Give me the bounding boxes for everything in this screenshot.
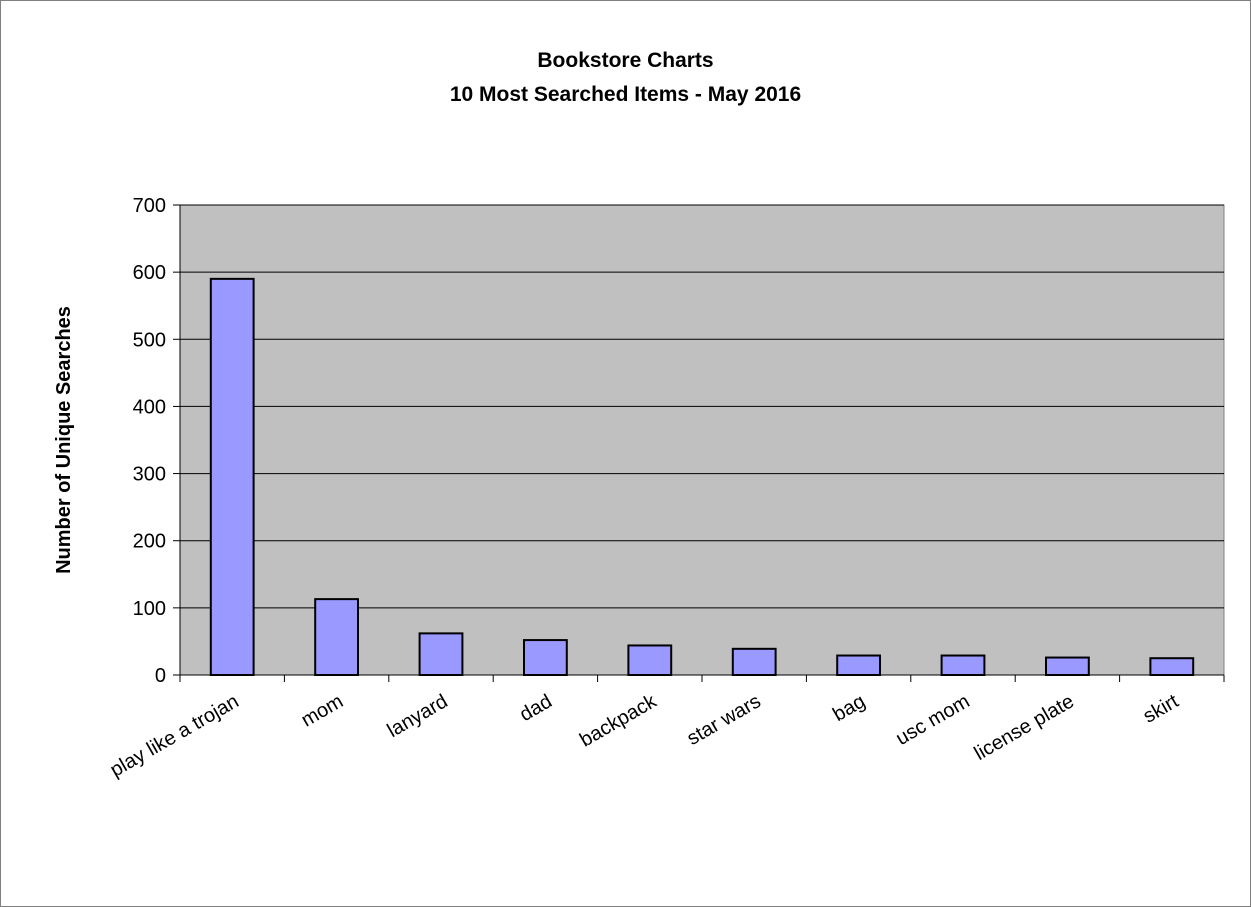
bar xyxy=(209,277,255,676)
x-category-label: backpack xyxy=(576,690,661,752)
y-tick-label: 100 xyxy=(133,598,166,620)
x-category-labels: play like a trojan mom lanyard dad backpack s… xyxy=(107,690,1183,782)
bar xyxy=(731,647,777,676)
y-tick-label: 200 xyxy=(133,531,166,553)
y-tick-label: 0 xyxy=(155,665,166,687)
chart-title-block: Bookstore Charts 10 Most Searched Items … xyxy=(0,44,1251,112)
bar xyxy=(1149,657,1195,677)
x-category-label: mom xyxy=(298,690,347,731)
x-category-label: dad xyxy=(516,690,556,726)
x-category-label: play like a trojan xyxy=(107,690,243,781)
x-category-label: usc mom xyxy=(892,690,973,750)
axes xyxy=(173,204,1225,682)
x-category-label: skirt xyxy=(1140,690,1183,728)
y-tick-label: 500 xyxy=(133,329,166,351)
bar xyxy=(836,654,882,676)
plot-area xyxy=(179,204,1225,676)
y-tick-label: 300 xyxy=(133,464,166,486)
bar xyxy=(940,654,986,676)
y-tick-label: 700 xyxy=(133,195,166,217)
y-tick-labels: 0 100 200 300 400 500 600 700 xyxy=(133,195,166,687)
chart-title: Bookstore Charts xyxy=(537,49,714,72)
y-tick-label: 400 xyxy=(133,396,166,418)
x-category-label: lanyard xyxy=(384,690,452,742)
gridlines xyxy=(180,204,1224,609)
bar xyxy=(522,639,568,676)
bar xyxy=(627,644,673,677)
x-category-label: bag xyxy=(829,690,869,726)
y-axis-label: Number of Unique Searches xyxy=(53,306,75,574)
chart-subtitle: 10 Most Searched Items - May 2016 xyxy=(449,83,802,106)
bar xyxy=(418,632,464,676)
x-category-label: license plate xyxy=(971,690,1078,765)
x-category-label: star wars xyxy=(683,690,764,750)
bar xyxy=(314,598,360,677)
bar xyxy=(1044,656,1090,676)
y-tick-label: 600 xyxy=(133,262,166,284)
bars xyxy=(209,277,1195,677)
